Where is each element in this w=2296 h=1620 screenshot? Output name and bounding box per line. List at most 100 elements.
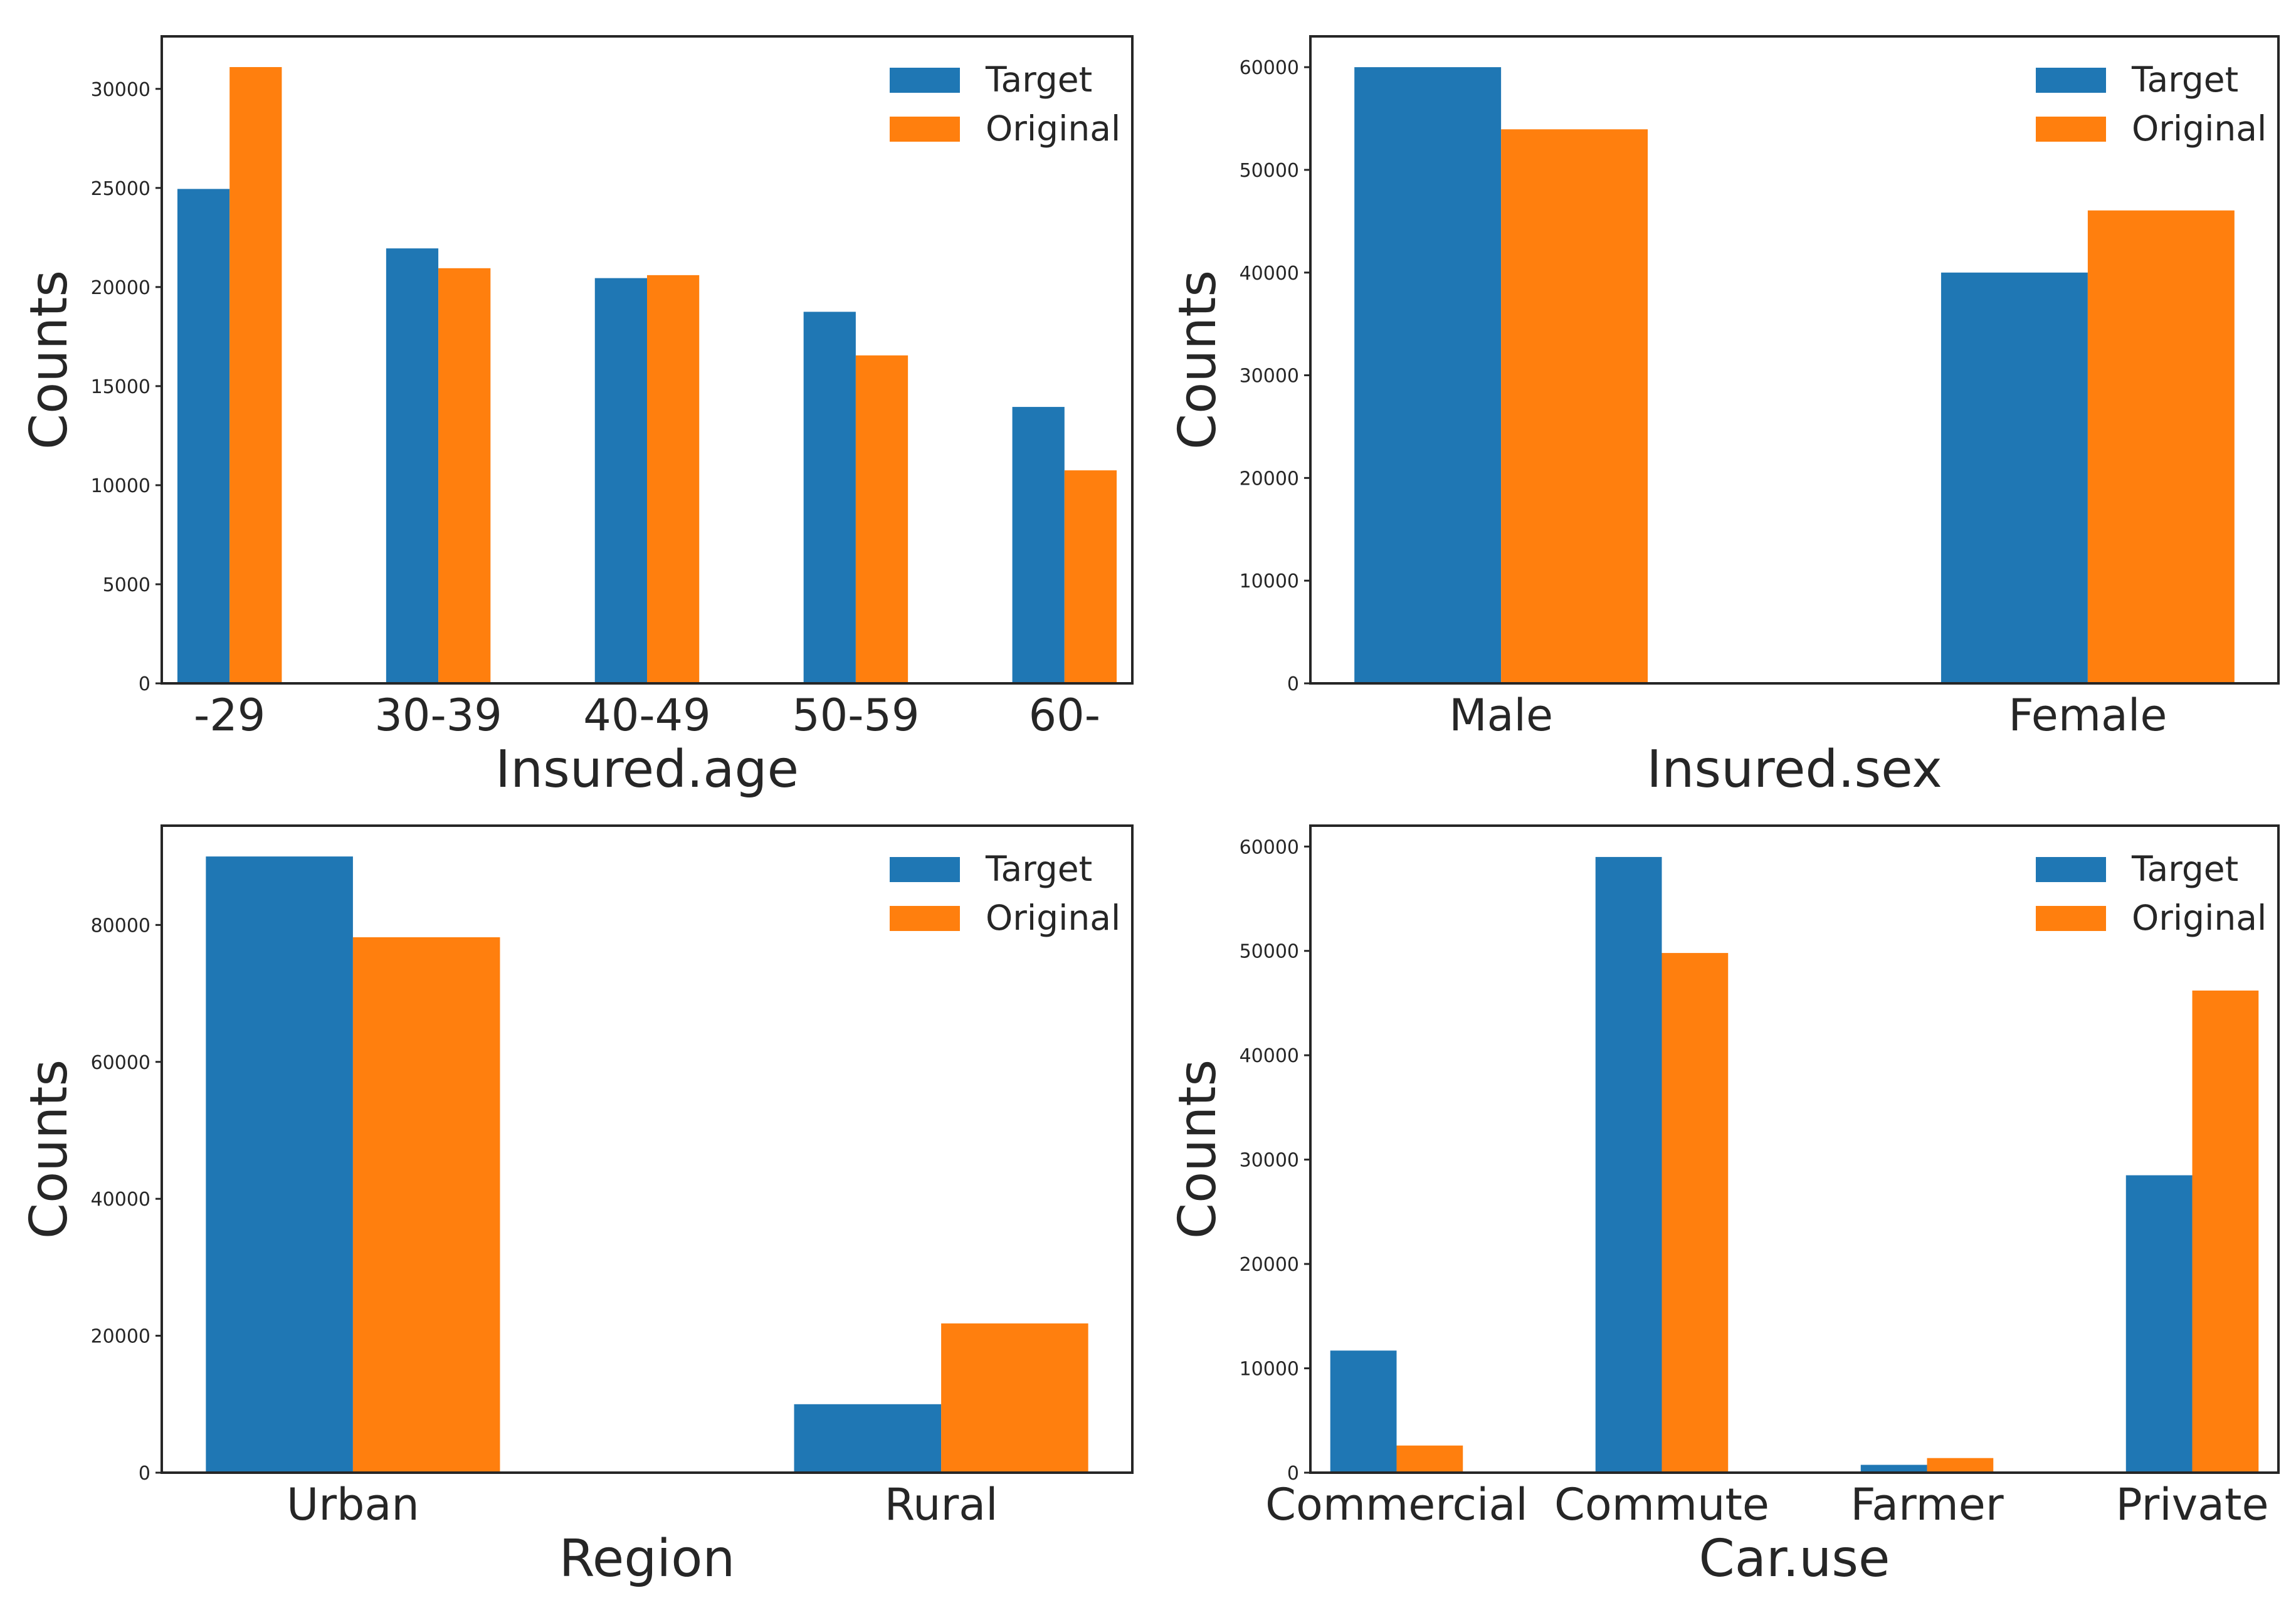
legend-swatch-target (2036, 68, 2106, 93)
chart-panel-car-use: 0 10000 20000 30000 40000 50000 60000 Commercia… (1168, 824, 2280, 1589)
bar-target-3 (803, 312, 856, 683)
y-tick-label: 20000 (91, 277, 150, 299)
y-tick-label: 25000 (91, 178, 150, 200)
x-axis-label: Region (559, 1529, 735, 1589)
bar-original-1 (941, 1323, 1088, 1473)
legend-swatch-target (890, 857, 960, 882)
y-tick-label: 0 (139, 673, 150, 695)
x-tick-label: 40-49 (583, 690, 710, 741)
y-tick-label: 20000 (1240, 1254, 1299, 1276)
y-tick-label: 40000 (91, 1189, 150, 1211)
legend: Target Original (2036, 60, 2267, 149)
legend-label-target: Target (2131, 60, 2238, 100)
y-axis-label: Counts (1168, 1060, 1228, 1239)
bar-target-2 (594, 278, 647, 683)
x-tick-label: Female (2008, 690, 2167, 741)
x-axis-label: Insured.sex (1646, 740, 1942, 799)
bar-target-0 (206, 856, 353, 1473)
legend-label-original: Original (2132, 898, 2267, 938)
legend-swatch-original (2036, 906, 2106, 931)
legend-swatch-original (2036, 117, 2106, 142)
bar-target-1 (794, 1404, 942, 1473)
x-tick-label: Urban (287, 1479, 419, 1530)
bar-original-1 (438, 268, 491, 683)
bar-target-1 (1595, 856, 1662, 1473)
x-axis-label: Insured.age (495, 740, 799, 799)
plot-frame (1309, 35, 2280, 685)
legend-swatch-original (890, 117, 960, 142)
x-tick-label: 60- (1029, 690, 1100, 741)
y-tick-label: 10000 (1240, 1359, 1299, 1381)
chart-panel-age: 0 5000 10000 15000 20000 25000 30000 -29 30-39 40… (19, 35, 1134, 799)
bar-original-0 (352, 937, 500, 1473)
bar-target-3 (2125, 1175, 2193, 1473)
chart-panel-region: 0 20000 40000 60000 80000 Urban Rural Region Cou… (19, 824, 1134, 1589)
bar-target-0 (177, 189, 230, 683)
x-tick-label: Commercial (1265, 1479, 1528, 1530)
y-tick-label: 20000 (1240, 468, 1299, 490)
y-tick-label: 40000 (1240, 263, 1299, 285)
bar-target-0 (1354, 67, 1502, 683)
plot-frame (1309, 824, 2280, 1474)
y-tick-label: 10000 (1240, 571, 1299, 592)
x-tick-label: 30-39 (374, 690, 502, 741)
bar-original-0 (229, 66, 282, 684)
y-tick-label: 40000 (1240, 1045, 1299, 1067)
bar-original-3 (855, 355, 908, 683)
y-tick-label: 30000 (1240, 366, 1299, 387)
y-tick-label: 15000 (91, 376, 150, 398)
plot-frame (161, 35, 1134, 685)
y-tick-label: 80000 (91, 915, 150, 937)
x-tick-label: -29 (194, 690, 265, 741)
legend: Target Original (890, 849, 1120, 938)
bar-original-2 (1927, 1458, 1994, 1473)
x-tick-label: Male (1449, 690, 1553, 741)
bar-original-3 (2192, 990, 2259, 1473)
y-axis-label: Counts (19, 270, 79, 450)
legend: Target Original (890, 60, 1120, 149)
bar-target-1 (386, 248, 439, 683)
x-axis-label: Car.use (1699, 1529, 1890, 1589)
bar-target-2 (1860, 1465, 1927, 1473)
bar-original-0 (1396, 1445, 1463, 1473)
legend-swatch-target (2036, 857, 2106, 882)
y-tick-label: 60000 (1240, 57, 1299, 79)
legend-label-target: Target (2131, 849, 2238, 889)
y-tick-label: 50000 (1240, 160, 1299, 182)
legend-label-target: Target (985, 60, 1092, 100)
bar-target-0 (1330, 1350, 1397, 1473)
bar-original-2 (647, 275, 700, 683)
x-tick-label: 50-59 (792, 690, 919, 741)
y-tick-label: 60000 (1240, 836, 1299, 858)
bar-original-1 (2087, 210, 2235, 684)
bar-original-1 (1661, 953, 1729, 1473)
y-tick-label: 30000 (1240, 1150, 1299, 1172)
y-tick-label: 30000 (91, 79, 150, 101)
legend-label-original: Original (986, 108, 1120, 149)
y-tick-label: 20000 (91, 1326, 150, 1348)
y-tick-label: 0 (1287, 1463, 1299, 1485)
legend-label-original: Original (2132, 108, 2267, 149)
y-tick-label: 0 (1287, 673, 1299, 695)
legend-label-target: Target (985, 849, 1092, 889)
x-tick-label: Rural (885, 1479, 998, 1530)
bar-original-4 (1064, 470, 1117, 683)
y-tick-label: 60000 (91, 1052, 150, 1074)
chart-panel-sex: 0 10000 20000 30000 40000 50000 60000 Male Femal… (1168, 35, 2280, 799)
plot-frame (161, 824, 1134, 1474)
y-axis-label: Counts (19, 1060, 79, 1239)
legend: Target Original (2036, 849, 2267, 938)
legend-swatch-target (890, 68, 960, 93)
x-tick-label: Commute (1554, 1479, 1769, 1530)
y-axis-label: Counts (1168, 270, 1228, 450)
y-tick-label: 5000 (103, 574, 150, 596)
y-tick-label: 50000 (1240, 941, 1299, 963)
bar-target-1 (1941, 272, 2088, 683)
y-tick-label: 0 (139, 1463, 150, 1485)
x-tick-label: Private (2115, 1479, 2268, 1530)
legend-swatch-original (890, 906, 960, 931)
x-tick-label: Farmer (1850, 1479, 2004, 1530)
legend-label-original: Original (986, 898, 1120, 938)
bar-target-4 (1012, 407, 1065, 683)
